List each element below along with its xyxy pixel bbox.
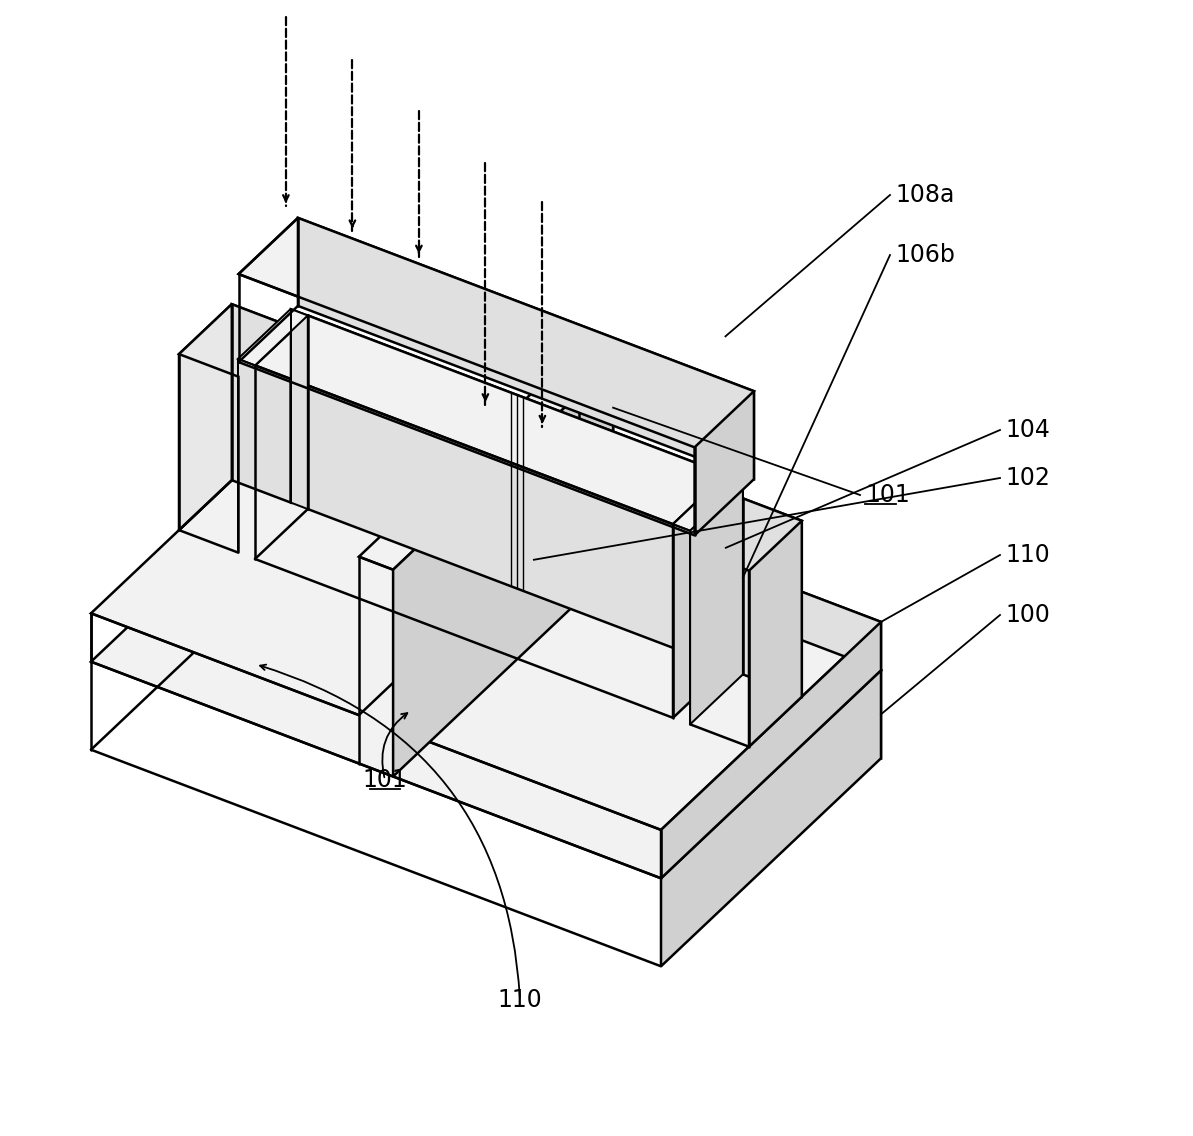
Polygon shape (231, 304, 291, 502)
Polygon shape (91, 406, 579, 715)
Polygon shape (308, 316, 725, 668)
Polygon shape (690, 481, 743, 725)
Polygon shape (673, 475, 743, 531)
Polygon shape (311, 406, 579, 556)
Polygon shape (91, 453, 880, 878)
Text: 108a: 108a (895, 183, 954, 207)
Text: 102: 102 (1005, 466, 1050, 490)
Text: 104: 104 (1005, 418, 1050, 442)
Polygon shape (690, 499, 802, 570)
Polygon shape (661, 670, 880, 967)
Text: 106b: 106b (895, 243, 954, 267)
Polygon shape (311, 453, 880, 759)
Polygon shape (673, 475, 725, 718)
Text: 101: 101 (363, 768, 407, 792)
Polygon shape (743, 499, 802, 696)
Polygon shape (298, 218, 754, 479)
Polygon shape (239, 218, 754, 448)
Text: 110: 110 (497, 988, 543, 1012)
Polygon shape (291, 309, 308, 509)
Text: 101: 101 (865, 483, 910, 507)
Text: 100: 100 (1005, 603, 1050, 627)
Polygon shape (179, 304, 231, 531)
Polygon shape (749, 520, 802, 746)
Polygon shape (694, 391, 754, 535)
Polygon shape (237, 309, 308, 366)
Polygon shape (179, 304, 291, 376)
Polygon shape (725, 475, 743, 675)
Polygon shape (579, 349, 613, 568)
Text: 110: 110 (1005, 543, 1050, 567)
Polygon shape (394, 520, 880, 830)
Polygon shape (394, 361, 613, 777)
Polygon shape (661, 621, 880, 878)
Polygon shape (613, 520, 880, 670)
Polygon shape (359, 349, 613, 569)
Polygon shape (255, 316, 725, 524)
